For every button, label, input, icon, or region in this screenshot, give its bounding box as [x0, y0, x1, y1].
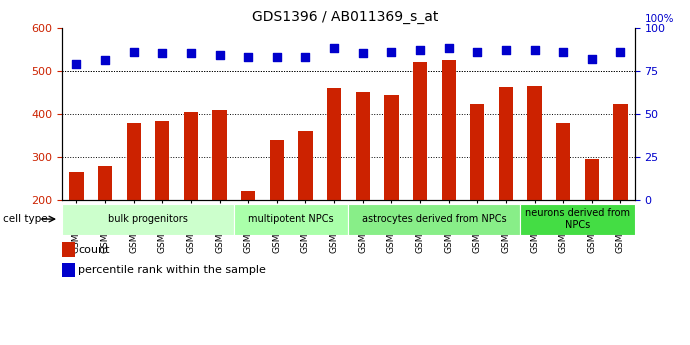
Point: [71, 61, 82, 67]
Point: [472, 49, 483, 55]
Text: percentile rank within the sample: percentile rank within the sample: [78, 265, 266, 275]
Bar: [184, 112, 198, 200]
Text: astrocytes derived from NPCs: astrocytes derived from NPCs: [362, 214, 506, 224]
Point: [357, 51, 368, 56]
Bar: [355, 92, 370, 200]
Point: [99, 58, 110, 63]
Bar: [241, 191, 255, 200]
Text: count: count: [78, 245, 110, 255]
Bar: [520, 204, 635, 235]
Text: cell type: cell type: [3, 214, 48, 224]
Bar: [234, 204, 348, 235]
Point: [328, 46, 339, 51]
Point: [128, 49, 139, 55]
Point: [415, 47, 426, 53]
Bar: [384, 95, 399, 200]
Bar: [442, 60, 456, 200]
Point: [186, 51, 197, 56]
Bar: [584, 159, 599, 200]
Bar: [527, 86, 542, 200]
Text: bulk progenitors: bulk progenitors: [108, 214, 188, 224]
Point: [386, 49, 397, 55]
Bar: [213, 110, 227, 200]
Bar: [62, 242, 75, 257]
Bar: [613, 104, 628, 200]
Bar: [556, 124, 571, 200]
Bar: [327, 88, 342, 200]
Bar: [413, 62, 427, 200]
Point: [271, 54, 282, 60]
Point: [300, 54, 311, 60]
Text: neurons derived from
NPCs: neurons derived from NPCs: [525, 208, 630, 230]
Point: [558, 49, 569, 55]
Point: [243, 54, 254, 60]
Point: [615, 49, 626, 55]
Text: GDS1396 / AB011369_s_at: GDS1396 / AB011369_s_at: [252, 10, 438, 24]
Point: [500, 47, 511, 53]
Bar: [69, 172, 83, 200]
Bar: [298, 131, 313, 200]
Point: [214, 52, 225, 58]
Bar: [126, 124, 141, 200]
Bar: [499, 87, 513, 200]
Bar: [62, 263, 75, 277]
Text: 100%: 100%: [645, 14, 675, 24]
Bar: [62, 204, 234, 235]
Bar: [270, 140, 284, 200]
Point: [586, 56, 598, 61]
Point: [157, 51, 168, 56]
Text: multipotent NPCs: multipotent NPCs: [248, 214, 334, 224]
Point: [529, 47, 540, 53]
Bar: [98, 167, 112, 200]
Bar: [155, 121, 170, 200]
Bar: [348, 204, 520, 235]
Bar: [470, 104, 484, 200]
Point: [443, 46, 454, 51]
